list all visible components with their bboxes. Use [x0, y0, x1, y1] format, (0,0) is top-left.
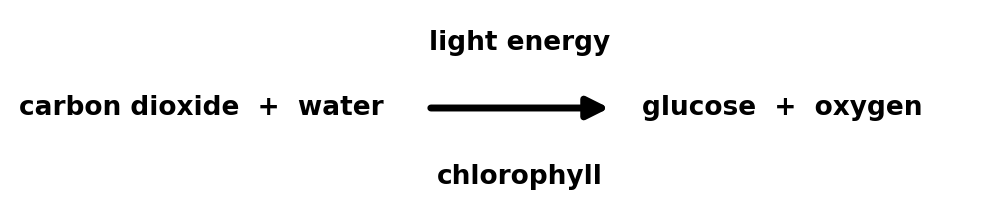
Text: light energy: light energy [429, 30, 610, 56]
Text: carbon dioxide  +  water: carbon dioxide + water [20, 95, 384, 121]
Text: chlorophyll: chlorophyll [437, 164, 602, 190]
Text: glucose  +  oxygen: glucose + oxygen [642, 95, 923, 121]
